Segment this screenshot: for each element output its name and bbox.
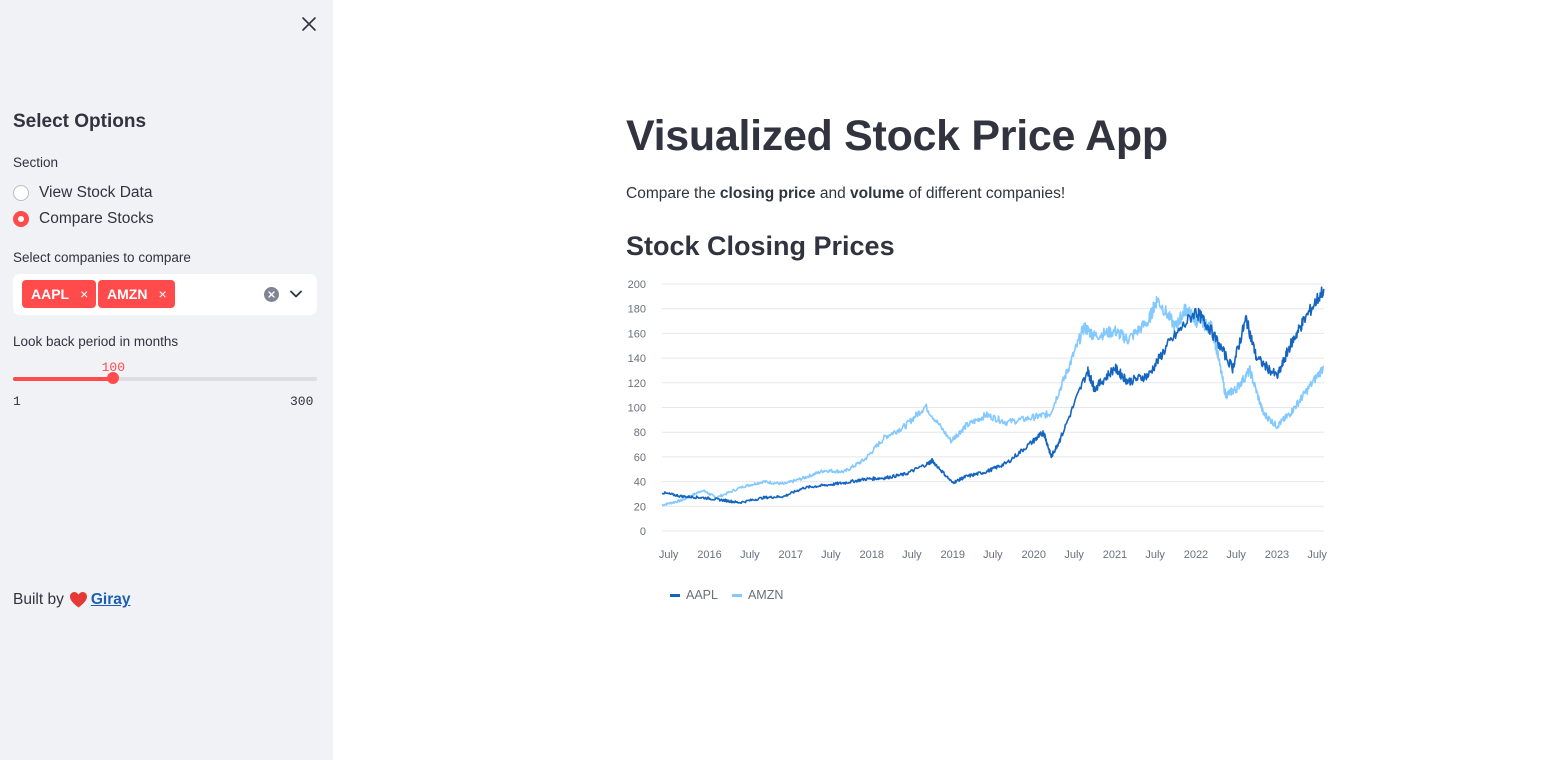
x-tick-label: 2021	[1103, 549, 1127, 561]
slider-fill	[13, 377, 113, 381]
page-subtitle: Compare the closing price and volume of …	[626, 185, 1065, 203]
page-title: Visualized Stock Price App	[626, 112, 1168, 161]
sidebar: Select Options Section View Stock Data C…	[0, 0, 333, 760]
radio-button[interactable]	[13, 185, 29, 201]
y-tick-label: 0	[640, 526, 646, 538]
radio-button-selected[interactable]	[13, 211, 29, 227]
clear-all-icon[interactable]	[264, 287, 279, 302]
y-tick-label: 180	[628, 304, 646, 316]
tag-remove-icon[interactable]: ×	[80, 286, 88, 302]
x-tick-label: July	[659, 549, 679, 561]
tag-remove-icon[interactable]: ×	[158, 286, 166, 302]
close-sidebar-icon[interactable]	[298, 13, 320, 35]
radio-view-stock-data[interactable]: View Stock Data	[13, 184, 152, 202]
author-link[interactable]: Giray	[91, 591, 131, 609]
subtitle-bold-closing-price: closing price	[720, 185, 816, 202]
footer-credit: Built by Giray	[13, 591, 130, 609]
legend-swatch	[670, 594, 680, 597]
subtitle-text: and	[816, 185, 850, 202]
slider-min: 1	[13, 394, 21, 409]
heart-icon	[69, 591, 88, 609]
y-tick-label: 80	[634, 427, 646, 439]
slider-label: Look back period in months	[13, 334, 178, 349]
x-tick-label: July	[1307, 549, 1327, 561]
x-tick-label: July	[902, 549, 922, 561]
companies-label: Select companies to compare	[13, 250, 191, 265]
footer-prefix: Built by	[13, 591, 64, 609]
y-tick-label: 200	[628, 279, 646, 291]
legend-swatch	[732, 594, 742, 597]
x-tick-label: 2016	[697, 549, 721, 561]
y-tick-label: 120	[628, 378, 646, 390]
x-tick-label: July	[983, 549, 1003, 561]
lookback-slider[interactable]: 100	[13, 377, 317, 381]
x-tick-label: 2023	[1265, 549, 1289, 561]
x-tick-label: 2019	[940, 549, 964, 561]
legend-item-aapl[interactable]: AAPL	[670, 588, 718, 602]
x-tick-label: 2022	[1184, 549, 1208, 561]
x-tick-label: July	[1064, 549, 1084, 561]
section-label: Section	[13, 155, 58, 170]
subtitle-text: Compare the	[626, 185, 720, 202]
tag-aapl[interactable]: AAPL ×	[22, 280, 96, 308]
x-tick-label: July	[1145, 549, 1165, 561]
series-line-amzn	[662, 297, 1324, 506]
sidebar-title: Select Options	[13, 111, 146, 133]
legend-label: AMZN	[748, 588, 783, 602]
legend-item-amzn[interactable]: AMZN	[732, 588, 783, 602]
chart-legend[interactable]: AAPL AMZN	[670, 588, 783, 602]
x-tick-label: 2018	[859, 549, 883, 561]
y-tick-label: 60	[634, 452, 646, 464]
radio-label: Compare Stocks	[39, 210, 154, 228]
subtitle-bold-volume: volume	[850, 185, 904, 202]
tag-amzn[interactable]: AMZN ×	[98, 280, 175, 308]
y-tick-label: 160	[628, 328, 646, 340]
subtitle-text: of different companies!	[904, 185, 1065, 202]
y-tick-label: 140	[628, 353, 646, 365]
slider-thumb[interactable]	[107, 372, 119, 384]
radio-label: View Stock Data	[39, 184, 152, 202]
tag-label: AMZN	[107, 286, 147, 302]
chevron-down-icon[interactable]	[289, 287, 303, 301]
chart-title: Stock Closing Prices	[626, 231, 895, 262]
x-tick-label: 2020	[1021, 549, 1045, 561]
y-tick-label: 20	[634, 501, 646, 513]
x-tick-label: July	[1226, 549, 1246, 561]
slider-max: 300	[290, 394, 313, 409]
x-tick-label: July	[821, 549, 841, 561]
legend-label: AAPL	[686, 588, 718, 602]
tag-label: AAPL	[31, 286, 69, 302]
y-tick-label: 100	[628, 403, 646, 415]
series-line-aapl	[662, 287, 1324, 503]
stock-line-chart[interactable]: 0 20 40 60 80 100 120 140 160 180 200 July 2016 July 2…	[620, 278, 1340, 568]
radio-compare-stocks[interactable]: Compare Stocks	[13, 210, 154, 228]
companies-multiselect[interactable]: AAPL × AMZN ×	[13, 274, 317, 315]
y-tick-label: 40	[634, 477, 646, 489]
x-tick-label: July	[740, 549, 760, 561]
x-tick-label: 2017	[778, 549, 802, 561]
